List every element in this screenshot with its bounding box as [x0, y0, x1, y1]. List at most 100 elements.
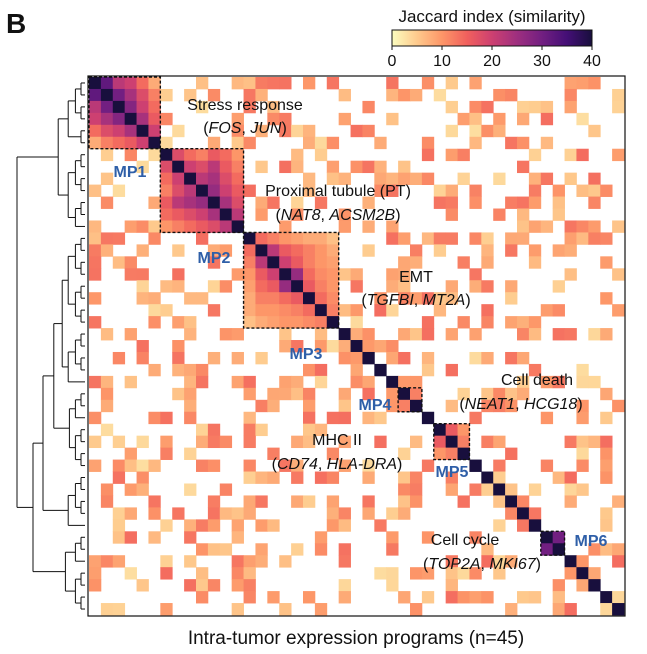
- mp5-name: MHC II: [312, 432, 362, 449]
- heatmap-cell: [564, 495, 577, 508]
- gene-text: TGFBI: [367, 292, 415, 309]
- heatmap-cell: [136, 100, 149, 114]
- mp6-box: [540, 530, 566, 556]
- heatmap-cell: [279, 77, 292, 90]
- heatmap-cell: [303, 435, 316, 449]
- heatmap-cell: [517, 351, 530, 365]
- heatmap-cell: [172, 244, 185, 257]
- heatmap-cell: [255, 77, 268, 90]
- heatmap-cell: [279, 220, 292, 233]
- heatmap-cell: [243, 268, 256, 281]
- heatmap-cell: [433, 244, 447, 257]
- heatmap-cell: [445, 232, 458, 245]
- heatmap-cell: [552, 471, 565, 484]
- heatmap-cell: [445, 363, 458, 377]
- heatmap-cell: [564, 88, 577, 102]
- heatmap-cell: [338, 399, 351, 413]
- heatmap-cell: [469, 136, 482, 150]
- heatmap-cell: [600, 184, 613, 197]
- heatmap-cell: [231, 124, 244, 138]
- heatmap-cell: [481, 316, 494, 329]
- heatmap-cell: [326, 316, 340, 329]
- heatmap-cell: [89, 100, 102, 114]
- heatmap-cell: [386, 268, 399, 281]
- heatmap-cell: [528, 483, 542, 496]
- heatmap-cell: [469, 196, 482, 209]
- heatmap-cell: [196, 160, 209, 174]
- heatmap-cell: [243, 423, 256, 437]
- heatmap-cell: [517, 591, 530, 604]
- heatmap-cell: [398, 351, 411, 365]
- heatmap-cell: [326, 280, 340, 293]
- heatmap-cell: [172, 124, 185, 138]
- heatmap-cell: [196, 591, 209, 604]
- heatmap-cell: [196, 196, 209, 209]
- heatmap-cell: [528, 591, 542, 604]
- heatmap-cell: [314, 328, 328, 341]
- mp3-label: MP3: [290, 346, 323, 363]
- heatmap-cell: [326, 495, 340, 508]
- heatmap-cell: [279, 316, 292, 329]
- heatmap-cell: [398, 172, 411, 185]
- heatmap-cell: [493, 435, 506, 449]
- heatmap-cell: [219, 244, 233, 257]
- heatmap-cell: [243, 256, 256, 269]
- heatmap-cell: [362, 124, 375, 138]
- heatmap-cell: [172, 351, 185, 365]
- heatmap-cell: [231, 351, 244, 365]
- heatmap-cell: [612, 220, 625, 233]
- heatmap-cell: [588, 184, 601, 197]
- heatmap-cell: [326, 160, 340, 174]
- heatmap-cell: [124, 531, 137, 544]
- heatmap-cell: [184, 399, 197, 413]
- heatmap-cell: [184, 316, 197, 329]
- heatmap-cell: [528, 220, 542, 233]
- heatmap-cell: [112, 531, 126, 544]
- x-axis-label: Intra-tumor expression programs (n=45): [188, 628, 524, 649]
- heatmap-cell: [184, 328, 197, 341]
- heatmap-cell: [184, 555, 197, 568]
- heatmap-cell: [552, 208, 565, 221]
- heatmap-cell: [136, 483, 149, 496]
- heatmap-cell: [255, 292, 268, 305]
- colorbar-tick-label: 20: [483, 53, 501, 70]
- heatmap-cell: [279, 603, 292, 616]
- heatmap-cell: [528, 196, 542, 209]
- heatmap-cell: [612, 591, 625, 604]
- heatmap-cell: [160, 280, 173, 293]
- heatmap-cell: [160, 196, 173, 209]
- heatmap-cell: [362, 160, 375, 174]
- heatmap-cell: [445, 280, 458, 293]
- heatmap-cell: [326, 304, 340, 317]
- heatmap-cell: [184, 447, 197, 460]
- heatmap-cell: [136, 136, 149, 150]
- heatmap-cell: [505, 495, 518, 508]
- heatmap-cell: [148, 220, 161, 233]
- heatmap-cell: [374, 567, 387, 580]
- heatmap-cell: [338, 88, 351, 102]
- heatmap-cell: [433, 447, 447, 460]
- heatmap-cell: [469, 100, 482, 114]
- heatmap-cell: [445, 591, 458, 604]
- heatmap-cell: [540, 543, 554, 556]
- heatmap-cell: [303, 172, 316, 185]
- heatmap-cell: [291, 292, 304, 305]
- heatmap-cell: [267, 77, 280, 90]
- heatmap-cell: [196, 208, 209, 221]
- heatmap-cell: [517, 507, 530, 520]
- heatmap-cell: [243, 184, 256, 197]
- heatmap-cell: [124, 124, 137, 138]
- heatmap-cell: [493, 112, 506, 126]
- heatmap-cell: [172, 316, 185, 329]
- heatmap-cell: [124, 328, 137, 341]
- heatmap-cell: [493, 172, 506, 185]
- heatmap-cell: [219, 483, 233, 496]
- heatmap-cell: [184, 375, 197, 389]
- heatmap-cell: [279, 256, 292, 269]
- heatmap-cell: [160, 208, 173, 221]
- heatmap-cell: [267, 100, 280, 114]
- heatmap-cell: [291, 244, 304, 257]
- heatmap-cell: [136, 112, 149, 126]
- heatmap-cell: [410, 244, 423, 257]
